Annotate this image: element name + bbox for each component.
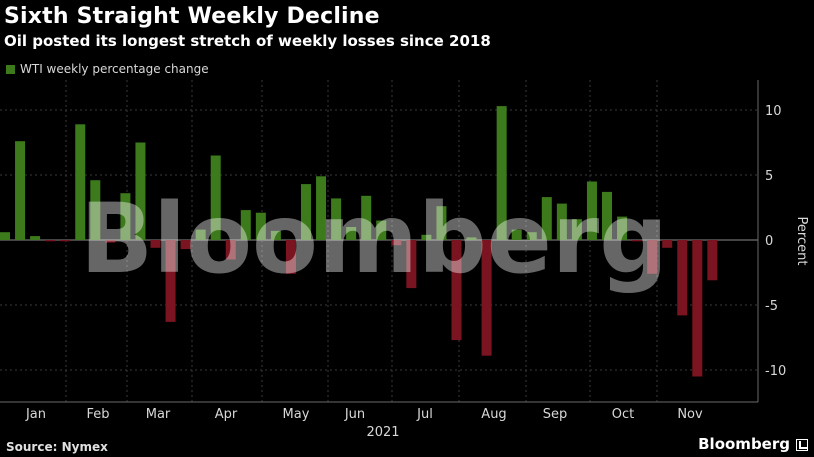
bar [120,193,131,240]
x-tick-label: May [283,407,310,422]
bar [406,240,417,289]
bar [301,184,311,240]
bar [481,240,492,356]
bar [105,240,116,243]
x-tick-label: Feb [86,407,109,422]
bar [451,240,462,341]
y-tick-label: 0 [765,234,773,249]
legend-swatch [6,64,15,74]
bar [602,191,612,240]
bar [391,240,402,246]
bar [150,240,161,248]
x-tick-label: Sep [543,407,568,422]
bar [240,210,251,240]
bar [180,240,191,250]
chart-title: Sixth Straight Weekly Decline [4,4,380,29]
x-tick-label: Apr [215,407,238,422]
y-tick-label: 10 [765,104,782,119]
bar [30,236,41,240]
bar [692,240,703,377]
bar [541,197,552,240]
x-tick-label: Oct [612,407,634,422]
brand-logo-text: Bloomberg [698,435,790,453]
bar [195,229,206,240]
bar [225,240,236,260]
x-tick-label: Aug [481,407,506,422]
bar [75,124,86,240]
bar [556,203,567,240]
bar [617,216,628,240]
bar [346,227,357,240]
bars [0,106,718,377]
bar [255,212,266,240]
bar [90,180,101,240]
x-tick-label: Jul [416,407,433,422]
bar [135,142,146,240]
bar [526,232,537,240]
bar [511,229,522,240]
legend: WTI weekly percentage change [6,62,209,76]
y-tick-label: -5 [765,299,778,314]
y-tick-label: 5 [765,169,773,184]
chart-subtitle: Oil posted its longest stretch of weekly… [4,32,491,50]
watermark-text: Bloomberg [80,183,668,295]
x-tick-label: Nov [677,407,703,422]
bar [707,240,718,281]
bar [331,198,342,240]
bar [466,237,477,240]
bar [677,240,688,316]
bar [60,240,71,242]
source-note: Source: Nymex [6,440,108,454]
terminal-icon [796,439,808,451]
x-tick-label: Jun [344,407,365,422]
x-tick-label: Jan [25,407,46,422]
bar [662,240,673,248]
bar [647,240,658,274]
y-axis-title: Percent [794,217,809,266]
bar [15,141,26,240]
bar [165,240,176,322]
bar [496,106,507,240]
year-label: 2021 [366,425,399,440]
bar [571,219,582,240]
axes: 10 5 0 -5 -10 Jan Feb Mar Apr May Jun Jul Aug Sep Oct N… [0,80,809,440]
x-tick-label: Mar [146,407,171,422]
bar [0,232,10,240]
bar [270,230,281,240]
bar [45,240,56,242]
bar [316,176,327,240]
bar [586,181,597,240]
y-tick-label: -10 [765,364,786,379]
bar [361,195,372,240]
bar [421,234,432,240]
bar [376,220,387,240]
bar [210,155,221,240]
bar [285,240,296,274]
legend-label: WTI weekly percentage change [20,62,209,76]
bar [632,240,643,242]
bar [436,206,447,240]
